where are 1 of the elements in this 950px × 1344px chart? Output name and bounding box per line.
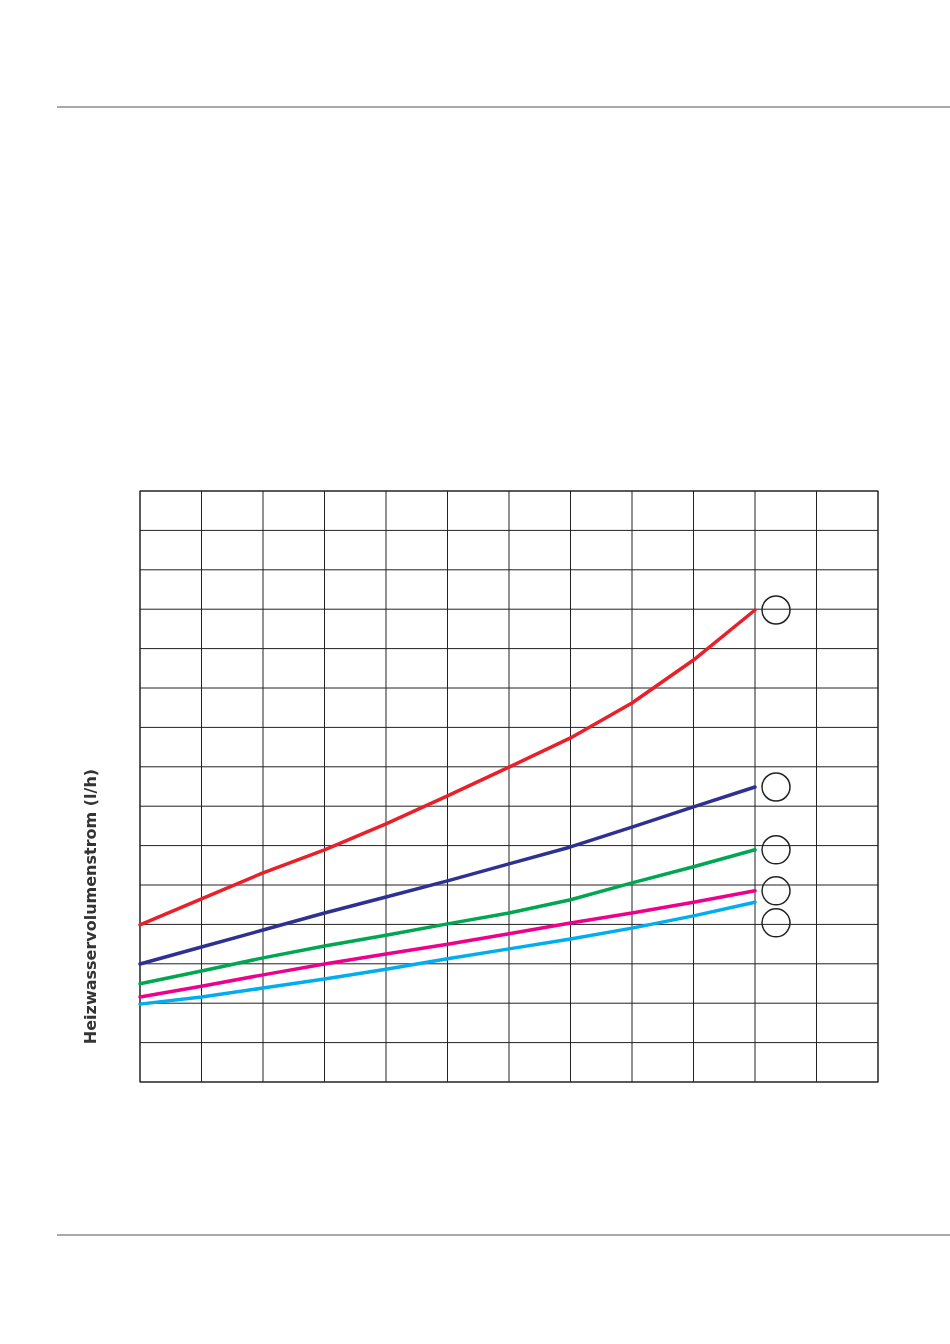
- y-axis-title: Heizwasservolumenstrom (l/h): [81, 768, 100, 1045]
